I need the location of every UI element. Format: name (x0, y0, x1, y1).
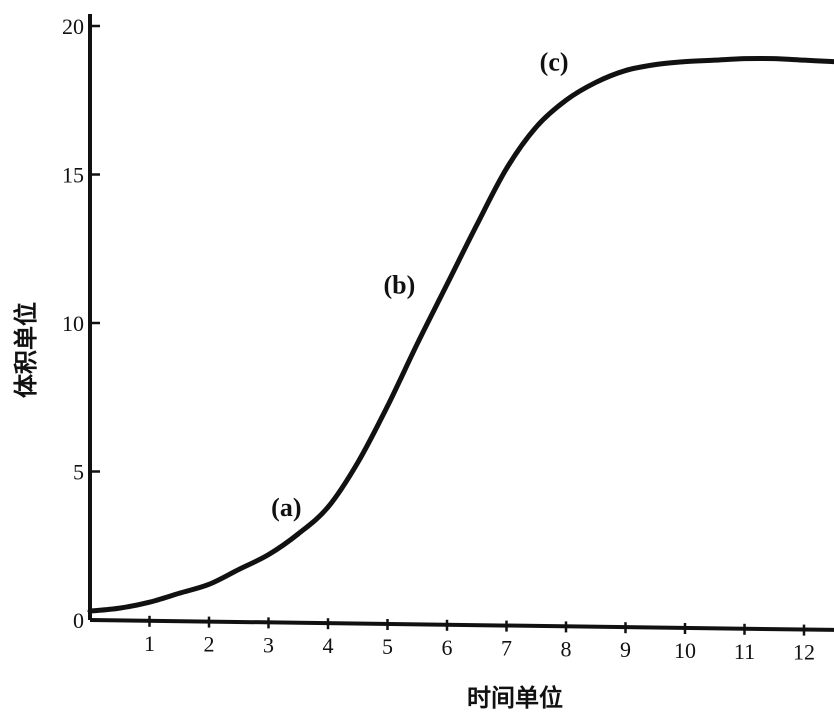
x-tick-label: 5 (382, 634, 393, 659)
curve-annotation: (c) (540, 48, 569, 77)
x-tick-label: 11 (734, 639, 755, 664)
axes (88, 14, 834, 632)
x-tick-label: 9 (620, 637, 631, 662)
x-tick-label: 3 (263, 632, 274, 657)
x-tick-label: 4 (323, 633, 334, 658)
y-tick-label: 20 (62, 14, 84, 39)
x-axis-line (89, 618, 834, 632)
x-tick-label: 8 (561, 636, 572, 661)
y-tick-label: 0 (73, 608, 84, 633)
y-axis-label: 体积单位 (12, 302, 40, 398)
y-tick-label: 5 (73, 460, 84, 485)
curve-annotation: (a) (271, 493, 301, 522)
curve-annotation: (b) (384, 270, 416, 299)
x-tick-label: 7 (501, 636, 512, 661)
annotations: (a) (b) (c) (271, 48, 569, 522)
series-line (87, 55, 834, 614)
series (87, 55, 834, 614)
x-tick-label: 1 (144, 631, 155, 656)
y-tick-label: 10 (62, 311, 84, 336)
x-axis-label: 时间单位 (467, 684, 563, 712)
y-tick-label: 15 (62, 163, 84, 188)
x-tick-label: 10 (674, 638, 696, 663)
x-tick-label: 2 (204, 632, 215, 657)
x-tick-label: 6 (442, 635, 453, 660)
x-tick-label: 12 (793, 640, 815, 665)
